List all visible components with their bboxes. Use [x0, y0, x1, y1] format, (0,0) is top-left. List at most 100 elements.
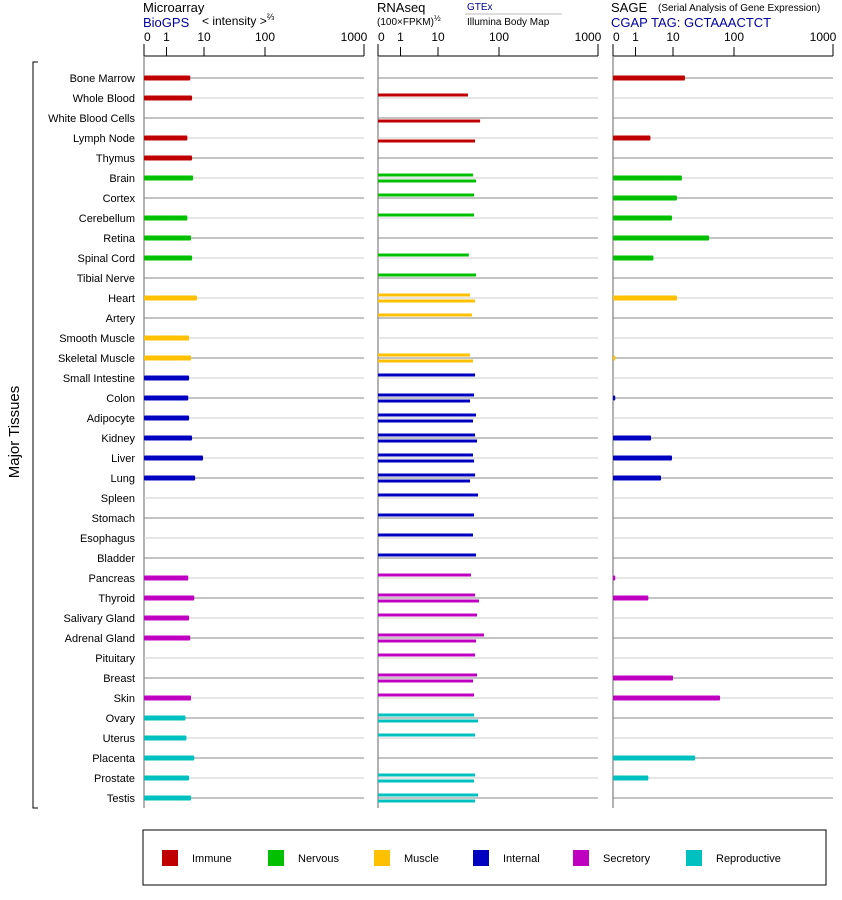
bar-illumina-body-map	[378, 359, 474, 363]
bar-biogps	[144, 295, 197, 301]
bar-gtex	[378, 293, 471, 297]
tissue-label: Lymph Node	[73, 133, 135, 145]
bar-gtex	[378, 733, 476, 737]
gtex-link[interactable]: GTEx	[467, 2, 493, 13]
axis-tick-label: 1	[632, 30, 639, 44]
bar-sage	[613, 395, 616, 401]
tissue-label: Kidney	[101, 433, 135, 445]
tissue-bracket	[32, 61, 38, 809]
rnaseq-unit: (100×FPKM)½	[377, 14, 441, 28]
bar-biogps	[144, 475, 196, 481]
bar-illumina-body-map	[378, 719, 479, 723]
bar-sage	[613, 695, 721, 701]
bar-biogps	[144, 155, 193, 161]
tissue-label: Pituitary	[95, 653, 135, 665]
y-axis-label: Major Tissues	[6, 386, 23, 479]
bar-illumina-body-map	[378, 679, 474, 683]
tissue-label: Retina	[103, 233, 136, 245]
tissue-label: Uterus	[103, 733, 136, 745]
bar-biogps	[144, 455, 203, 461]
bar-gtex	[378, 393, 475, 397]
sage-subtitle: (Serial Analysis of Gene Expression)	[658, 3, 820, 14]
bar-illumina-body-map	[378, 299, 476, 303]
tissue-label: Adipocyte	[87, 413, 135, 425]
bar-illumina-body-map	[378, 179, 477, 183]
bar-sage	[613, 475, 662, 481]
bar-gtex	[378, 473, 476, 477]
bar-sage	[613, 295, 677, 301]
tissue-label: Ovary	[106, 713, 136, 725]
bar-gtex	[378, 433, 476, 437]
tissue-label: Adrenal Gland	[65, 633, 135, 645]
bar-gtex	[378, 673, 478, 677]
legend-swatch	[473, 850, 489, 866]
tissue-label: Brain	[109, 173, 135, 185]
axis-tick-label: 10	[431, 30, 445, 44]
bar-gtex	[378, 373, 476, 377]
cgap-tag-link[interactable]: CGAP TAG: GCTAAACTCT	[611, 15, 771, 30]
bar-gtex	[378, 553, 477, 557]
legend-label: Nervous	[298, 853, 339, 865]
legend-label: Internal	[503, 853, 540, 865]
bar-biogps	[144, 795, 191, 801]
tissue-label: Stomach	[92, 513, 135, 525]
tissue-label: Testis	[107, 793, 136, 805]
axis-tick-label: 0	[144, 30, 151, 44]
tissue-label: Cortex	[103, 193, 136, 205]
bar-biogps	[144, 635, 191, 641]
bar-gtex	[378, 273, 477, 277]
legend-label: Muscle	[404, 853, 439, 865]
bar-illumina-body-map	[378, 459, 475, 463]
tissue-label: Esophagus	[80, 533, 136, 545]
bar-biogps	[144, 335, 190, 341]
bar-gtex	[378, 513, 475, 517]
bar-gtex	[378, 593, 476, 597]
bar-sage	[613, 135, 651, 141]
bar-gtex	[378, 253, 469, 257]
tissue-label: Spinal Cord	[78, 253, 135, 265]
axis-tick-label: 1	[163, 30, 170, 44]
bar-sage	[613, 255, 654, 261]
bar-biogps	[144, 175, 194, 181]
tissue-label: Lung	[111, 473, 135, 485]
bar-biogps	[144, 435, 193, 441]
bar-sage	[613, 75, 685, 81]
tissue-label: Small Intestine	[63, 373, 135, 385]
bar-gtex	[378, 173, 474, 177]
bar-illumina-body-map	[378, 119, 481, 123]
bar-biogps	[144, 775, 190, 781]
tissue-label: Thyroid	[98, 593, 135, 605]
tissue-label: Prostate	[94, 773, 135, 785]
bar-gtex	[378, 633, 484, 637]
tissue-label: Placenta	[92, 753, 136, 765]
bar-biogps	[144, 355, 191, 361]
tissue-label: Thymus	[96, 153, 136, 165]
bar-sage	[613, 215, 672, 221]
bar-sage	[613, 455, 672, 461]
bar-gtex	[378, 613, 478, 617]
tissue-label: Pancreas	[89, 573, 136, 585]
tissue-label: Bone Marrow	[70, 73, 135, 85]
legend-swatch	[686, 850, 702, 866]
legend-label: Reproductive	[716, 853, 781, 865]
sage-title: SAGE	[611, 0, 647, 15]
bar-gtex	[378, 573, 471, 577]
bar-biogps	[144, 735, 187, 741]
legend-swatch	[162, 850, 178, 866]
bar-illumina-body-map	[378, 639, 477, 643]
bar-gtex	[378, 773, 476, 777]
legend-swatch	[374, 850, 390, 866]
bar-biogps	[144, 395, 189, 401]
bar-gtex	[378, 193, 475, 197]
tissue-label: Colon	[106, 393, 135, 405]
tissue-label: White Blood Cells	[48, 113, 135, 125]
tissue-label: Bladder	[97, 553, 135, 565]
bar-sage	[613, 195, 677, 201]
biogps-link[interactable]: BioGPS	[143, 15, 190, 30]
microarray-unit: < intensity >⅔	[202, 12, 275, 28]
tissue-label: Smooth Muscle	[59, 333, 135, 345]
axis-tick-label: 1000	[341, 30, 368, 44]
tissue-label: Salivary Gland	[63, 613, 135, 625]
tissue-label: Liver	[111, 453, 135, 465]
